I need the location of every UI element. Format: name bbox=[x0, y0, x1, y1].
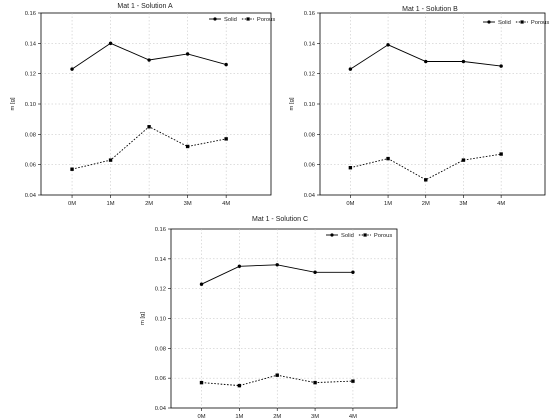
data-point-solid bbox=[108, 41, 113, 46]
y-axis-label: m [g] bbox=[10, 97, 16, 110]
x-tick-label: 3M bbox=[459, 201, 467, 207]
x-tick-label: 3M bbox=[184, 201, 192, 207]
y-tick-label: 0.12 bbox=[155, 287, 166, 293]
data-point-porous bbox=[386, 156, 390, 161]
y-tick-label: 0.06 bbox=[304, 163, 315, 169]
y-axis-label: m [g] bbox=[140, 312, 146, 325]
chart-panel-3: 0.04 0.06 0.08 0.10 0.12 0.14 0.16 0M 1M 2M 3M 4M Ma… bbox=[140, 216, 398, 418]
data-point-solid bbox=[461, 59, 466, 64]
y-tick-label: 0.04 bbox=[304, 193, 316, 199]
data-point-porous bbox=[348, 166, 353, 170]
plot-area bbox=[40, 12, 272, 196]
y-tick-label: 0.08 bbox=[155, 346, 166, 352]
x-tick-label: 2M bbox=[273, 414, 281, 418]
data-point-porous bbox=[275, 373, 279, 377]
x-tick-label: 0M bbox=[68, 201, 76, 207]
y-tick-label: 0.12 bbox=[304, 72, 315, 78]
data-point-solid bbox=[424, 59, 428, 64]
data-point-solid bbox=[351, 270, 355, 274]
legend-marker-solid bbox=[213, 17, 217, 21]
legend-label-porous: Porous bbox=[374, 233, 392, 239]
data-point-porous bbox=[237, 383, 242, 388]
data-point-porous bbox=[461, 158, 466, 162]
legend-marker-solid bbox=[487, 20, 491, 24]
data-point-solid bbox=[185, 52, 190, 56]
data-point-porous bbox=[199, 380, 204, 385]
data-point-solid bbox=[199, 282, 204, 286]
y-tick-label: 0.08 bbox=[304, 132, 315, 138]
chart-title: Mat 1 - Solution A bbox=[117, 3, 173, 10]
legend-marker-porous bbox=[246, 17, 250, 21]
data-point-porous bbox=[147, 125, 151, 129]
data-point-solid bbox=[499, 64, 503, 68]
chart-title: Mat 1 - Solution B bbox=[402, 6, 458, 13]
data-point-porous bbox=[499, 152, 503, 156]
y-tick-label: 0.06 bbox=[155, 376, 166, 382]
y-axis-label: m [g] bbox=[289, 97, 295, 110]
data-point-solid bbox=[386, 43, 390, 47]
data-point-solid bbox=[348, 67, 353, 71]
x-tick-label: 0M bbox=[197, 414, 205, 418]
data-point-porous bbox=[313, 380, 317, 385]
x-tick-label: 2M bbox=[422, 201, 430, 207]
legend-label-solid: Solid bbox=[341, 233, 354, 239]
y-tick-label: 0.14 bbox=[304, 41, 316, 47]
y-tick-label: 0.04 bbox=[155, 406, 167, 412]
y-tick-label: 0.16 bbox=[155, 227, 166, 233]
series-line-porous bbox=[350, 153, 502, 181]
legend: Solid Porous bbox=[483, 20, 549, 26]
data-point-solid bbox=[275, 263, 279, 267]
data-point-porous bbox=[185, 144, 190, 149]
x-tick-label: 2M bbox=[145, 201, 153, 207]
data-point-solid bbox=[237, 264, 242, 268]
y-tick-label: 0.10 bbox=[155, 317, 166, 323]
y-tick-label: 0.08 bbox=[25, 132, 36, 138]
data-point-porous bbox=[224, 137, 228, 141]
legend: Solid Porous bbox=[326, 233, 392, 239]
data-point-solid bbox=[147, 58, 151, 62]
legend-label-porous: Porous bbox=[531, 20, 549, 26]
x-tick-label: 0M bbox=[346, 201, 354, 207]
y-tick-label: 0.14 bbox=[155, 257, 167, 263]
x-tick-label: 4M bbox=[349, 414, 357, 418]
x-tick-label: 4M bbox=[497, 201, 505, 207]
data-point-porous bbox=[424, 178, 428, 182]
legend-marker-porous bbox=[363, 233, 367, 237]
y-tick-label: 0.06 bbox=[25, 163, 36, 169]
legend-marker-solid bbox=[330, 233, 334, 237]
data-point-solid bbox=[224, 62, 228, 67]
x-tick-label: 1M bbox=[384, 201, 392, 207]
x-tick-label: 4M bbox=[222, 201, 230, 207]
x-tick-label: 1M bbox=[107, 201, 115, 207]
legend-label-porous: Porous bbox=[257, 17, 275, 23]
legend-marker-porous bbox=[520, 20, 524, 24]
chart-title: Mat 1 - Solution C bbox=[252, 216, 308, 223]
data-point-porous bbox=[351, 379, 355, 383]
y-tick-label: 0.12 bbox=[25, 72, 36, 78]
x-tick-label: 3M bbox=[311, 414, 319, 418]
data-point-porous bbox=[70, 167, 74, 171]
y-tick-label: 0.16 bbox=[25, 11, 36, 17]
data-point-solid bbox=[70, 67, 74, 71]
y-tick-label: 0.16 bbox=[304, 11, 315, 17]
y-tick-label: 0.14 bbox=[25, 41, 37, 47]
x-tick-label: 1M bbox=[235, 414, 243, 418]
legend-label-solid: Solid bbox=[498, 20, 511, 26]
legend: Solid Porous bbox=[209, 17, 275, 23]
y-tick-label: 0.10 bbox=[304, 102, 315, 108]
chart-panel-2: 0.04 0.06 0.08 0.10 0.12 0.14 0.16 0M 1M 2M 3M 4M Ma… bbox=[289, 6, 549, 207]
legend-label-solid: Solid bbox=[224, 17, 237, 23]
y-tick-label: 0.10 bbox=[25, 102, 36, 108]
data-point-solid bbox=[313, 270, 317, 274]
y-tick-label: 0.04 bbox=[25, 193, 37, 199]
data-point-porous bbox=[108, 158, 113, 162]
chart-panel-1: 0.04 0.06 0.08 0.10 0.12 0.14 0.16 0M 1M 2M 3M 4M Ma… bbox=[10, 3, 275, 207]
